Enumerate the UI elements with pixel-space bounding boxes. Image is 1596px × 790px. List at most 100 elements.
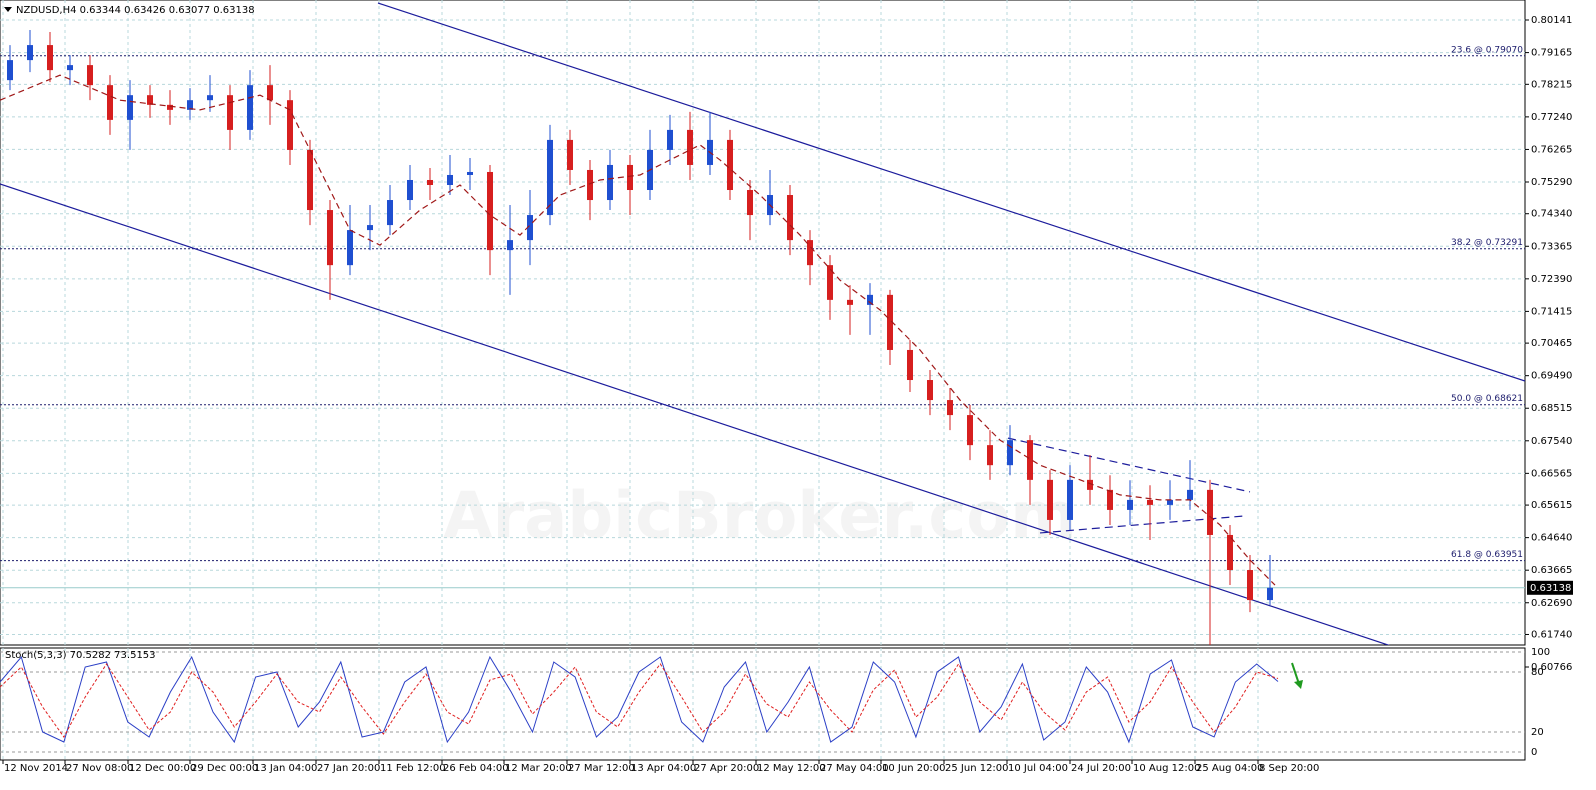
candle-body <box>27 45 33 61</box>
y-tick-label: 20 <box>1531 727 1544 738</box>
x-tick-label: 27 Jan 20:00 <box>317 763 380 774</box>
candle-body <box>1207 489 1213 535</box>
candle-body <box>987 445 993 466</box>
y-tick-label: 0.77240 <box>1531 112 1572 123</box>
y-tick-label: 0.61740 <box>1531 629 1572 640</box>
last-price-label: 0.63138 <box>1530 583 1571 594</box>
level-label: 50.0 @ 0.68621 <box>1451 394 1523 404</box>
trendline <box>1007 437 1251 493</box>
trendline <box>377 2 1525 382</box>
y-tick-label: 0.70465 <box>1531 338 1572 349</box>
x-tick-label: 12 Dec 00:00 <box>129 763 196 774</box>
x-tick-label: 8 Sep 20:00 <box>1259 763 1319 774</box>
candle-body <box>327 210 333 266</box>
candle-body <box>47 45 53 71</box>
x-tick-label: 11 Feb 12:00 <box>380 763 446 774</box>
y-tick-label: 0.64640 <box>1531 533 1572 544</box>
x-tick-label: 26 Feb 04:00 <box>443 763 509 774</box>
candle-body <box>1187 489 1193 500</box>
candle-body <box>1107 489 1113 510</box>
candle-body <box>927 380 933 401</box>
x-tick-label: 27 Mar 12:00 <box>568 763 635 774</box>
candle-body <box>87 65 93 86</box>
y-tick-label: 0.75290 <box>1531 177 1572 188</box>
indicator-line <box>0 655 1279 744</box>
candle-body <box>1227 534 1233 571</box>
candle-body <box>487 171 493 251</box>
candle-body <box>1007 440 1013 466</box>
candle-body <box>907 349 913 381</box>
level-label: 38.2 @ 0.73291 <box>1451 238 1523 248</box>
level-label: 23.6 @ 0.79070 <box>1451 45 1523 55</box>
x-tick-label: 12 Mar 20:00 <box>505 763 572 774</box>
candle-body <box>667 129 673 150</box>
y-tick-label: 0.76265 <box>1531 144 1572 155</box>
y-tick-label: 0.62690 <box>1531 598 1572 609</box>
candle-body <box>527 215 533 241</box>
candle-body <box>147 95 153 105</box>
candle-body <box>347 230 353 266</box>
trendline <box>0 183 1390 645</box>
y-tick-label: 0.60766 <box>1531 662 1572 673</box>
x-tick-label: 25 Aug 04:00 <box>1196 763 1263 774</box>
x-tick-label: 10 Aug 12:00 <box>1133 763 1200 774</box>
candle-body <box>287 100 293 150</box>
moving-average <box>0 74 1276 586</box>
x-tick-label: 12 May 12:00 <box>757 763 826 774</box>
x-tick-label: 25 Jun 12:00 <box>945 763 1009 774</box>
indicator-plot <box>0 648 1525 760</box>
candle-body <box>167 104 173 110</box>
candle-body <box>1047 479 1053 520</box>
level-label: 61.8 @ 0.63951 <box>1451 550 1523 560</box>
indicator-panel <box>0 647 1526 761</box>
candle-body <box>1147 499 1153 505</box>
candle-body <box>447 174 453 185</box>
candle-body <box>387 200 393 226</box>
x-tick-label: 13 Jan 04:00 <box>254 763 317 774</box>
y-tick-label: 0.68515 <box>1531 403 1572 414</box>
candle-body <box>827 265 833 300</box>
candle-body <box>747 190 753 216</box>
y-tick-label: 0.80141 <box>1531 15 1572 26</box>
candle-body <box>947 400 953 416</box>
candle-body <box>727 139 733 191</box>
candle-body <box>1127 499 1133 510</box>
x-tick-label: 13 Apr 04:00 <box>631 763 696 774</box>
y-tick-label: 0.74340 <box>1531 209 1572 220</box>
y-tick-label: 100 <box>1531 647 1550 658</box>
candle-body <box>7 60 13 81</box>
x-tick-label: 29 Dec 00:00 <box>191 763 258 774</box>
candle-body <box>807 240 813 266</box>
y-tick-label: 0.73365 <box>1531 241 1572 252</box>
candle-body <box>227 95 233 130</box>
y-tick-label: 80 <box>1531 667 1544 678</box>
y-tick-label: 0.63665 <box>1531 565 1572 576</box>
candle-body <box>1267 587 1273 601</box>
x-tick-label: 24 Jul 20:00 <box>1071 763 1131 774</box>
candle-body <box>1247 570 1253 601</box>
x-tick-label: 27 May 04:00 <box>820 763 889 774</box>
x-tick-label: 10 Jul 04:00 <box>1008 763 1068 774</box>
axes: 0.80141 0.79165 0.78215 0.77240 0.76265 0.752… <box>2 15 1573 774</box>
candle-body <box>207 95 213 101</box>
candle-body <box>1027 440 1033 480</box>
candle-body <box>267 85 273 101</box>
y-tick-label: 0.72390 <box>1531 274 1572 285</box>
y-tick-label: 0.65615 <box>1531 500 1572 511</box>
x-tick-label: 27 Apr 20:00 <box>694 763 759 774</box>
x-tick-label: 10 Jun 20:00 <box>882 763 946 774</box>
menu-arrow <box>4 7 12 12</box>
candle-body <box>507 240 513 251</box>
candle-body <box>107 85 113 120</box>
candle-body <box>887 294 893 350</box>
candle-body <box>127 95 133 120</box>
chart-title: NZDUSD,H4 0.63344 0.63426 0.63077 0.6313… <box>16 5 255 16</box>
y-tick-label: 0 <box>1531 747 1537 758</box>
candle-body <box>967 415 973 446</box>
y-tick-label: 0.79165 <box>1531 48 1572 59</box>
x-tick-label: 27 Nov 08:00 <box>66 763 133 774</box>
y-tick-label: 0.69490 <box>1531 371 1572 382</box>
last-price-box <box>1527 580 1573 595</box>
candle-body <box>787 195 793 241</box>
candle-body <box>547 139 553 216</box>
